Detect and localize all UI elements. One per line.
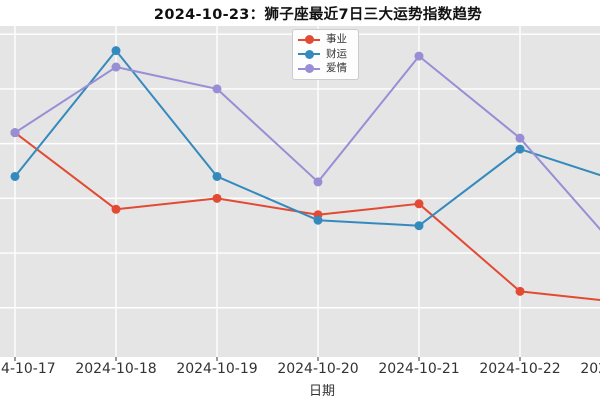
- series-point-2: [515, 133, 525, 143]
- legend-marker-icon: [298, 64, 320, 73]
- legend-marker-icon: [298, 49, 320, 59]
- legend: 事业 财运 爱情: [292, 29, 359, 80]
- series-point-1: [313, 215, 323, 225]
- x-axis-tick-labels: 2024-10-17 2024-10-18 2024-10-19 2024-10-20…: [0, 361, 600, 379]
- x-tick-label: 2024-10-21: [378, 361, 460, 377]
- plot-panel: [0, 26, 600, 357]
- legend-dot-icon: [304, 49, 314, 59]
- x-tick-label: 2024-10-22: [479, 361, 561, 377]
- chart-title: 2024-10-23：狮子座最近7日三大运势指数趋势: [153, 7, 483, 23]
- legend-dot-icon: [304, 35, 314, 44]
- x-tick-label: 2024-10-20: [277, 361, 359, 377]
- series-point-1: [414, 221, 424, 231]
- legend-marker-icon: [298, 35, 320, 44]
- series-point-0: [111, 204, 121, 214]
- series-point-0: [414, 199, 424, 209]
- series-point-1: [515, 144, 525, 154]
- legend-item-2: 爱情: [298, 62, 347, 75]
- legend-item-1: 财运: [298, 48, 347, 61]
- x-tick-label: 2024-10-23: [580, 361, 600, 377]
- legend-dot-icon: [304, 64, 314, 73]
- x-tick-label: 2024-10-17: [0, 361, 56, 377]
- series-point-1: [212, 171, 222, 181]
- x-tick-label: 2024-10-19: [176, 361, 258, 377]
- series-point-2: [313, 177, 323, 187]
- x-tick-label: 2024-10-18: [75, 361, 157, 377]
- x-axis-label: 日期: [308, 384, 336, 399]
- series-point-2: [212, 84, 222, 94]
- legend-item-0: 事业: [298, 33, 347, 46]
- series-point-1: [10, 171, 20, 181]
- legend-label: 爱情: [326, 62, 347, 74]
- series-point-2: [111, 62, 121, 72]
- series-point-2: [10, 128, 20, 138]
- legend-label: 财运: [326, 47, 347, 60]
- series-point-0: [212, 193, 222, 203]
- series-point-1: [111, 46, 121, 56]
- series-point-0: [515, 286, 525, 296]
- series-point-2: [414, 51, 424, 61]
- legend-label: 事业: [326, 33, 347, 45]
